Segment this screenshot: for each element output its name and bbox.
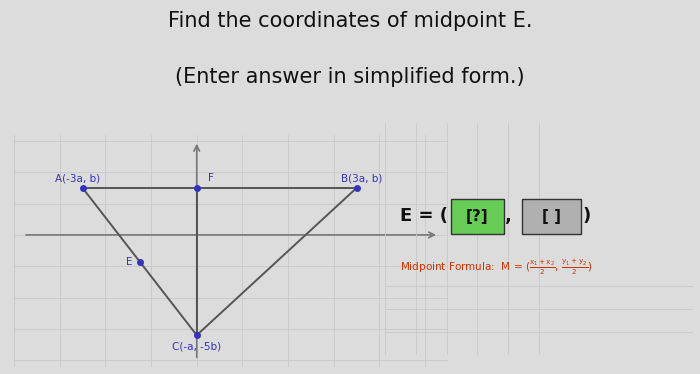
FancyBboxPatch shape — [522, 199, 580, 233]
Text: F: F — [208, 173, 214, 183]
Text: ): ) — [582, 207, 590, 225]
Text: [ ]: [ ] — [542, 209, 561, 224]
Text: A(-3a, b): A(-3a, b) — [55, 173, 101, 183]
Text: E = (: E = ( — [400, 207, 449, 225]
Text: E: E — [126, 257, 133, 267]
Text: Find the coordinates of midpoint E.: Find the coordinates of midpoint E. — [168, 11, 532, 31]
Text: C(-a, -5b): C(-a, -5b) — [172, 341, 221, 352]
Text: B(3a, b): B(3a, b) — [340, 173, 382, 183]
Text: Midpoint Formula:  M = ($\mathregular{\frac{x_1+x_2}{2}}$, $\mathregular{\frac{y: Midpoint Formula: M = ($\mathregular{\fr… — [400, 258, 593, 277]
Text: (Enter answer in simplified form.): (Enter answer in simplified form.) — [175, 67, 525, 87]
FancyBboxPatch shape — [452, 199, 503, 233]
Text: ,: , — [505, 207, 518, 225]
Text: [?]: [?] — [466, 209, 489, 224]
